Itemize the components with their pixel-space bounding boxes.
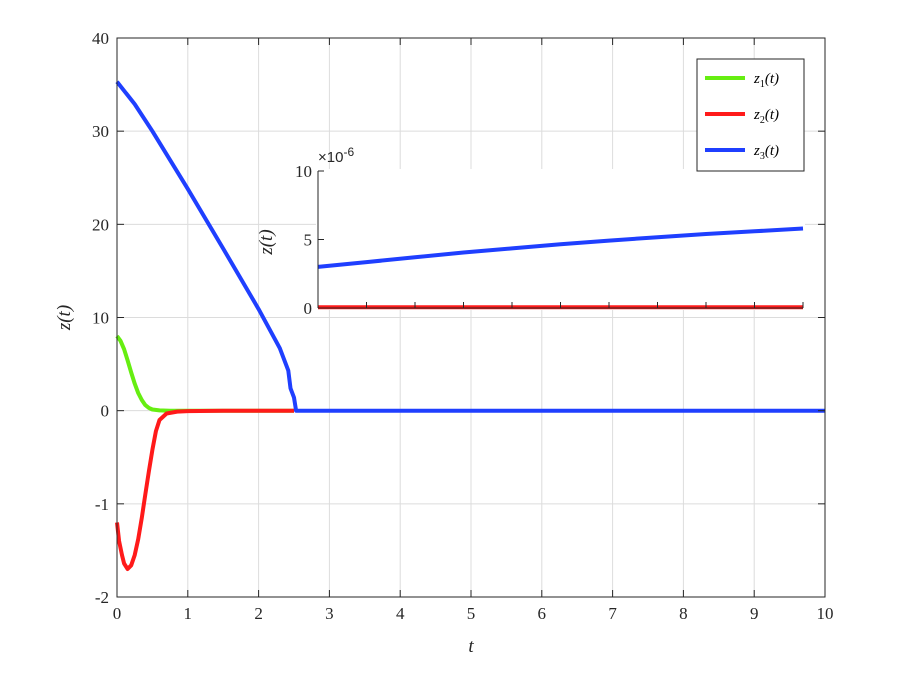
y-tick-label: 10 (92, 309, 109, 328)
legend-entries: z1(t) z2(t) z3(t) (705, 71, 779, 162)
x-tick-label: 7 (608, 604, 617, 623)
x-tick-label: 10 (817, 604, 834, 623)
inset-exponent-base: ×10 (318, 149, 343, 166)
x-tick-label: 3 (325, 604, 334, 623)
legend-label: z2(t) (753, 107, 779, 126)
x-tick-label: 2 (254, 604, 263, 623)
y-tick-label: 0 (101, 402, 110, 421)
inset-exponent-label: ×10-6 (318, 145, 354, 166)
main-series-layer (115, 80, 825, 571)
inset-y-tick-labels: 0 5 10 (295, 162, 312, 318)
legend-label: z3(t) (753, 143, 779, 162)
y-tick-label: 20 (92, 215, 109, 234)
inset-y-tick-label: 5 (304, 231, 313, 250)
x-tick-labels: 0 1 2 3 4 5 6 7 8 9 10 (113, 604, 834, 623)
inset-y-tick-label: 0 (304, 299, 313, 318)
x-tick-label: 5 (467, 604, 476, 623)
legend-entry-z2: z2(t) (705, 107, 779, 126)
legend: z1(t) z2(t) z3(t) (696, 58, 805, 172)
y-tick-labels: -2 -1 0 10 20 30 40 (92, 29, 109, 607)
y-tick-label: -2 (95, 588, 109, 607)
x-tick-label: 1 (184, 604, 193, 623)
inset-exponent-power: -6 (343, 145, 354, 159)
inset-y-tick-label: 10 (295, 162, 312, 181)
series-line-z3 (115, 80, 825, 413)
inset-y-axis-title: z(t) (256, 229, 277, 255)
y-tick-label: -1 (95, 495, 109, 514)
legend-entry-z3: z3(t) (705, 143, 779, 162)
series-line-z1 (115, 334, 294, 413)
y-tick-label: 40 (92, 29, 109, 48)
series-line-z2 (115, 408, 294, 571)
main-ticks (116, 37, 826, 598)
x-tick-label: 4 (396, 604, 405, 623)
x-tick-label: 8 (679, 604, 688, 623)
x-tick-label: 0 (113, 604, 122, 623)
x-tick-label: 9 (750, 604, 759, 623)
legend-label: z1(t) (753, 71, 779, 90)
inset-background (316, 169, 805, 310)
y-tick-label: 30 (92, 122, 109, 141)
x-tick-label: 6 (538, 604, 547, 623)
inset-plot: 0 5 10 z(t) ×10-6 (256, 145, 805, 318)
y-axis-title: z(t) (54, 305, 75, 331)
x-axis-title: t (468, 636, 474, 657)
inset-axes (317, 170, 804, 309)
inset-series-line-z3 (317, 226, 804, 269)
legend-entry-z1: z1(t) (705, 71, 779, 90)
